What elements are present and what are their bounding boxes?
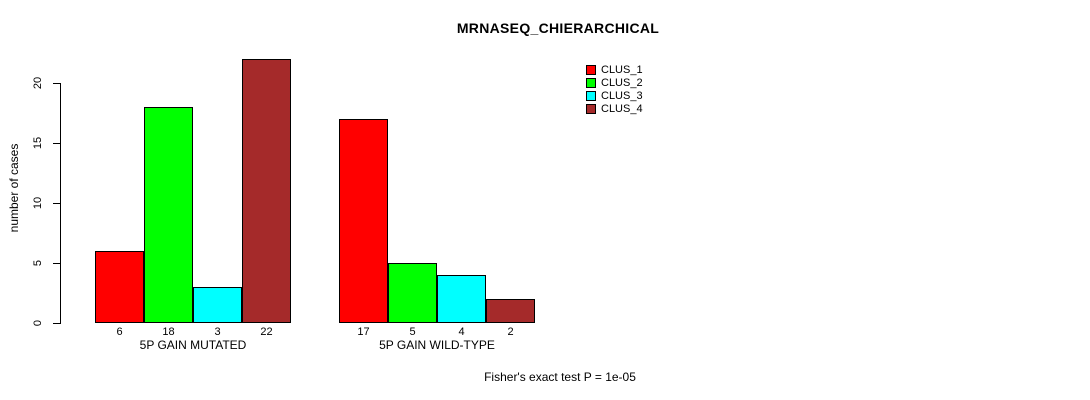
bar-clus_1-group2 [339,119,388,323]
bar-clus_1-group1 [95,251,144,323]
chart-title: MRNASEQ_CHIERARCHICAL [456,20,660,36]
y-tick [53,143,60,144]
clus_2-swatch-icon [586,78,596,88]
y-tick [53,83,60,84]
bar-value-label: 6 [116,326,123,338]
legend-label: CLUS_3 [601,90,643,102]
bar-value-label: 5 [409,326,416,338]
legend-label: CLUS_1 [601,64,643,76]
legend-item-clus_4: CLUS_4 [586,103,643,115]
bar-value-label: 22 [260,326,273,338]
clus_4-swatch-icon [586,104,596,114]
bar-value-label: 3 [214,326,221,338]
clus_1-swatch-icon [586,65,596,75]
bar-clus_3-group2 [437,275,486,323]
legend-item-clus_1: CLUS_1 [586,64,643,76]
bar-clus_2-group1 [144,107,193,323]
bar-clus_2-group2 [388,263,437,323]
bar-clus_4-group1 [242,59,291,323]
bar-clus_4-group2 [486,299,535,323]
legend: CLUS_1 CLUS_2 CLUS_3 CLUS_4 [586,64,643,116]
legend-label: CLUS_4 [601,103,643,115]
x-axis-group-label-mutated: 5P GAIN MUTATED [139,338,247,352]
legend-label: CLUS_2 [601,77,643,89]
y-tick [53,263,60,264]
legend-item-clus_2: CLUS_2 [586,77,643,89]
y-tick [53,203,60,204]
bar-value-label: 2 [507,326,514,338]
x-axis-group-label-wildtype: 5P GAIN WILD-TYPE [379,338,495,352]
bar-value-label: 18 [162,326,175,338]
y-axis-line [60,83,61,324]
y-tick-label: 20 [32,76,44,90]
y-tick [53,323,60,324]
legend-item-clus_3: CLUS_3 [586,90,643,102]
clus_3-swatch-icon [586,91,596,101]
y-tick-label: 0 [32,319,44,327]
y-tick-label: 5 [32,259,44,267]
y-tick-label: 15 [32,136,44,150]
footer-annotation: Fisher's exact test P = 1e-05 [484,370,636,384]
bar-clus_3-group1 [193,287,242,323]
y-tick-label: 10 [32,196,44,210]
bar-value-label: 17 [357,326,370,338]
bar-value-label: 4 [458,326,465,338]
